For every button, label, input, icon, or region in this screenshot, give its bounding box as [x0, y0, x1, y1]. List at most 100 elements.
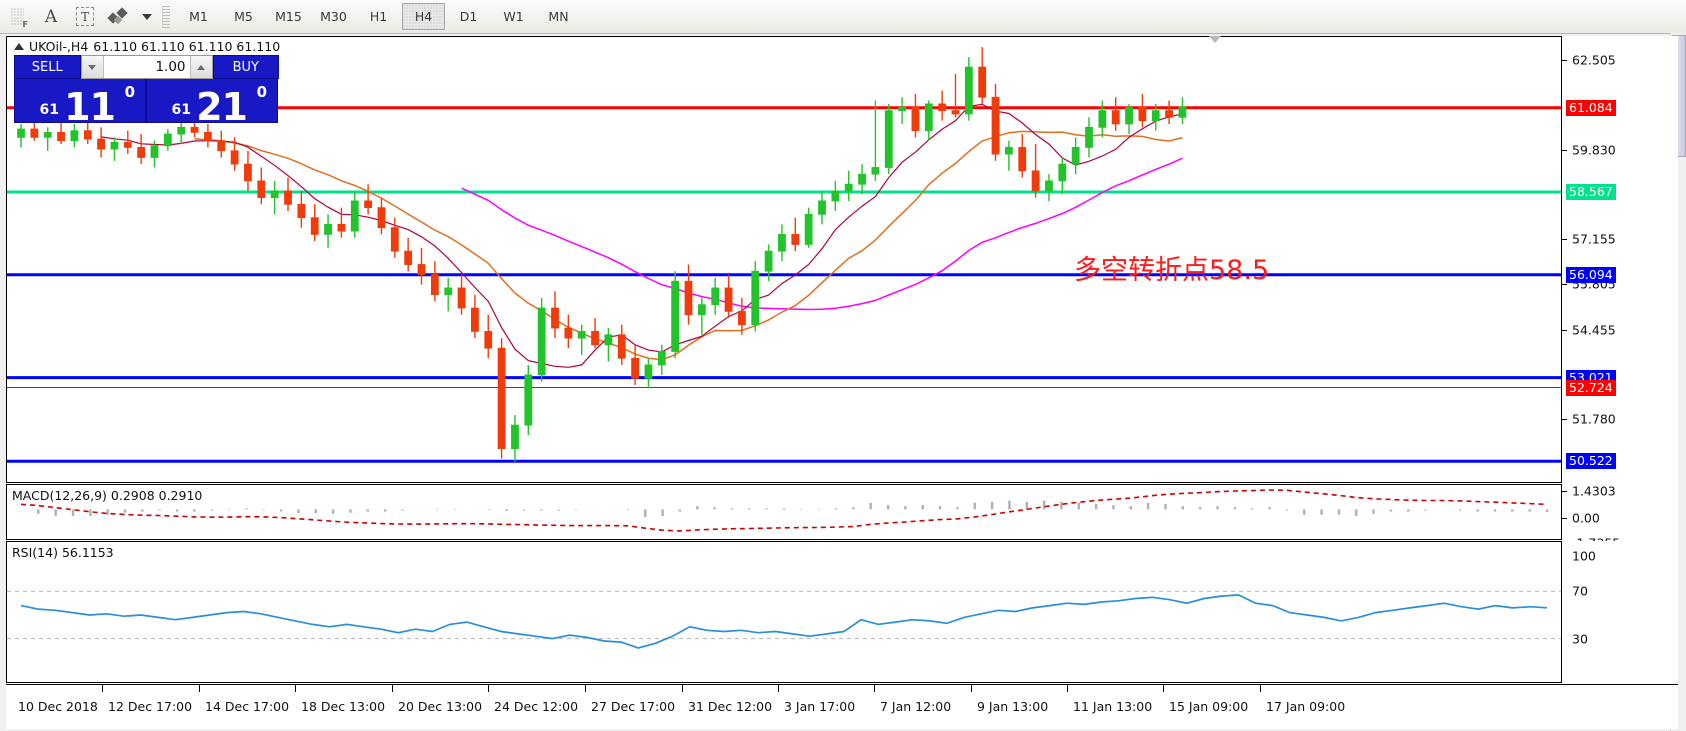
timeframe-d1[interactable]: D1	[459, 9, 478, 24]
rsi-pane[interactable]	[6, 541, 1562, 683]
price-axis[interactable]: 62.505 59.830 57.155 55.805 54.455 51.780 61.0…	[1562, 36, 1678, 483]
time-tick-label: 3 Jan 17:00	[784, 699, 856, 714]
price-tick-label: 54.455	[1572, 322, 1616, 338]
price-level-badge[interactable]: 61.084	[1566, 99, 1616, 116]
time-tick	[585, 685, 586, 692]
timeframe-h4[interactable]: H4	[402, 3, 445, 30]
crosshair-f-glyph: F	[22, 19, 28, 29]
chart-annotation-text[interactable]: 多空转折点58.5	[1074, 255, 1270, 286]
macd-tick	[1562, 518, 1567, 519]
macd-label: MACD(12,26,9) 0.2908 0.2910	[12, 488, 203, 503]
macd-chart-svg	[20, 489, 1549, 532]
timeframe-m30[interactable]: M30	[320, 9, 347, 24]
shapes-icon[interactable]	[102, 2, 136, 32]
chevron-up-icon	[197, 64, 205, 70]
price-tick-label: 51.780	[1572, 411, 1616, 427]
time-tick	[778, 685, 779, 692]
rsi-chart-svg	[7, 590, 1561, 649]
crosshair-grid	[10, 7, 24, 26]
time-axis[interactable]: 10 Dec 2018 12 Dec 17:00 14 Dec 17:00 18 De…	[6, 684, 1678, 729]
time-tick-label: 10 Dec 2018	[18, 699, 98, 714]
time-tick-label: 17 Jan 09:00	[1266, 699, 1346, 714]
text-box-t-icon[interactable]: T	[68, 2, 102, 32]
rsi-label: RSI(14) 56.1153	[12, 545, 114, 560]
volume-stepper[interactable]: 1.00	[80, 55, 213, 79]
time-tick-label: 9 Jan 13:00	[977, 699, 1049, 714]
sell-button[interactable]: SELL	[14, 55, 81, 79]
symbol-name: UKOil-,H4	[29, 39, 89, 54]
rsi-tick-label: 30	[1572, 631, 1588, 647]
time-tick	[1163, 685, 1164, 692]
price-tick-label: 59.830	[1572, 142, 1616, 158]
price-tick	[1562, 419, 1567, 421]
rsi-axis: 100 70 30	[1562, 541, 1678, 683]
chevron-down-glyph	[142, 13, 152, 20]
price-level-badge[interactable]: 58.567	[1566, 184, 1616, 200]
price-level-badge[interactable]: 56.094	[1566, 266, 1616, 283]
crosshair-f-icon[interactable]: F	[0, 2, 34, 32]
time-tick-label: 31 Dec 12:00	[688, 699, 773, 714]
price-level-badge[interactable]: 52.724	[1566, 379, 1616, 396]
timeframe-m5[interactable]: M5	[234, 9, 253, 24]
one-click-trade-controls: SELL 1.00 BUY	[14, 55, 279, 79]
macd-tick	[1562, 491, 1567, 492]
chevron-down-icon	[88, 64, 96, 70]
time-tick-label: 18 Dec 13:00	[301, 699, 386, 714]
buy-price-prefix: 61	[171, 102, 191, 118]
price-tick	[1562, 284, 1567, 286]
volume-decrement-button[interactable]	[81, 56, 104, 78]
chart-area: 62.505 59.830 57.155 55.805 54.455 51.780 61.0…	[6, 36, 1678, 729]
time-tick-label: 14 Dec 17:00	[205, 699, 290, 714]
expand-triangle-icon[interactable]	[14, 43, 24, 50]
time-tick	[102, 685, 103, 692]
price-tick	[1562, 239, 1567, 241]
symbol-ohlc: 61.110 61.110 61.110 61.110	[93, 39, 281, 54]
macd-tick-label: 1.4303	[1572, 483, 1616, 499]
toolbar: F A T M1 M5 M15 M30 H1 H4 D1 W1 MN	[0, 0, 1686, 34]
time-tick-label: 24 Dec 12:00	[494, 699, 579, 714]
timeframe-m1[interactable]: M1	[189, 9, 208, 24]
price-tick	[1562, 329, 1567, 331]
time-tick	[1260, 685, 1261, 692]
time-tick-label: 20 Dec 13:00	[398, 699, 483, 714]
text-a-glyph: A	[44, 6, 58, 27]
price-level-badge[interactable]: 50.522	[1566, 453, 1616, 470]
time-tick	[1067, 685, 1068, 692]
buy-price-main: 21	[196, 85, 248, 129]
chart-top-marker	[1209, 36, 1221, 43]
symbol-header: UKOil-,H4 61.110 61.110 61.110 61.110	[14, 39, 280, 54]
timeframe-mn[interactable]: MN	[548, 9, 569, 24]
one-click-trade-panel[interactable]: SELL 1.00 BUY 61 11 0	[14, 55, 279, 129]
buy-price-fraction: 0	[256, 83, 267, 101]
text-box-t-glyph: T	[76, 7, 94, 26]
volume-increment-button[interactable]	[189, 56, 212, 78]
sell-price-main: 11	[64, 85, 116, 129]
timeframe-m15[interactable]: M15	[275, 9, 302, 24]
buy-price-cell[interactable]: 61 21 0	[146, 79, 278, 129]
time-tick-label: 11 Jan 13:00	[1073, 699, 1153, 714]
time-tick	[199, 685, 200, 692]
chevron-down-icon[interactable]	[136, 2, 156, 32]
time-tick-label: 27 Dec 17:00	[591, 699, 676, 714]
time-tick	[392, 685, 393, 692]
volume-input[interactable]: 1.00	[155, 59, 186, 75]
text-a-icon[interactable]: A	[34, 2, 68, 32]
time-tick-label: 15 Jan 09:00	[1169, 699, 1249, 714]
timeframe-h1[interactable]: H1	[369, 9, 388, 24]
timeframe-w1[interactable]: W1	[503, 9, 524, 24]
price-tick	[1562, 149, 1567, 151]
time-tick	[682, 685, 683, 692]
sell-price-fraction: 0	[124, 83, 135, 101]
one-click-trade-prices: 61 11 0 61 21 0	[14, 79, 279, 129]
time-tick	[295, 685, 296, 692]
buy-button[interactable]: BUY	[212, 55, 279, 79]
time-tick	[971, 685, 972, 692]
time-tick-label: 12 Dec 17:00	[108, 699, 193, 714]
rsi-tick-label: 70	[1572, 583, 1588, 599]
shapes-glyph	[107, 6, 129, 26]
time-tick	[488, 685, 489, 692]
sell-price-cell[interactable]: 61 11 0	[14, 79, 146, 129]
macd-pane[interactable]	[6, 484, 1562, 540]
